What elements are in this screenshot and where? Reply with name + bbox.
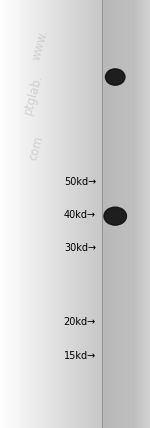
Text: 40kd→: 40kd→ xyxy=(64,210,96,220)
Text: com: com xyxy=(27,134,45,161)
Text: 15kd→: 15kd→ xyxy=(64,351,96,361)
Text: 20kd→: 20kd→ xyxy=(64,317,96,327)
Text: 30kd→: 30kd→ xyxy=(64,243,96,253)
Ellipse shape xyxy=(104,207,126,225)
Text: www.: www. xyxy=(30,28,51,62)
Ellipse shape xyxy=(105,69,125,85)
Text: ptglab.: ptglab. xyxy=(21,72,45,116)
Text: 50kd→: 50kd→ xyxy=(64,177,96,187)
